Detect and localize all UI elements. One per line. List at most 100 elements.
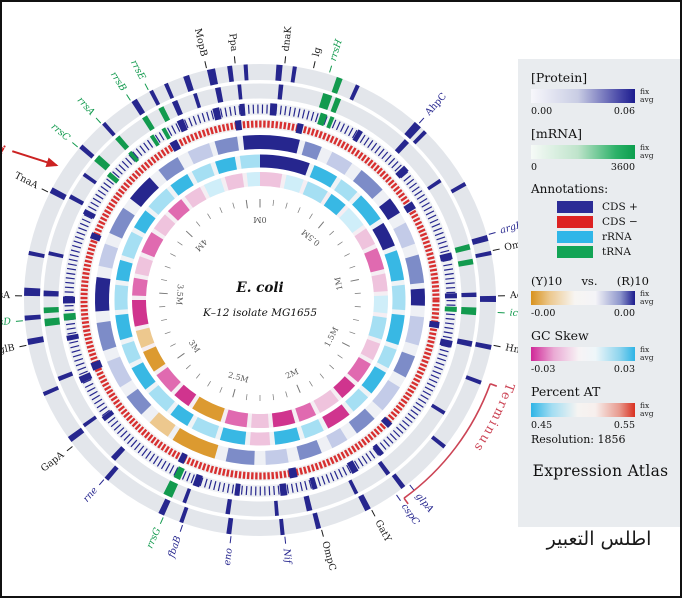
scale-label: 2M (284, 367, 300, 381)
protein-max: 0.06 (613, 106, 635, 117)
avg-label: avg (640, 297, 654, 306)
trna-label: tRNA (602, 246, 631, 258)
organism-name: E. coli (235, 280, 283, 296)
plot-center-titles: E. coli K–12 isolate MG1655 (202, 280, 317, 319)
legend-item-rrna: rRNA (557, 231, 670, 243)
gene-label-rrsA: rrsA (75, 95, 97, 118)
y10-r10-fix-avg: fix avg (640, 290, 654, 306)
gc-skew-fix-avg: fix avg (640, 346, 654, 362)
legend-item-cds-minus: CDS − (557, 216, 670, 228)
fix-label: fix (640, 289, 650, 298)
percent-at-fix-avg: fix avg (640, 402, 654, 418)
fix-label: fix (640, 345, 650, 354)
mrna-scale-values: 0 3600 (531, 162, 635, 173)
mrna-min: 0 (531, 162, 538, 173)
gene-label-Nif: Nif (281, 547, 294, 565)
rrna-swatch (557, 231, 593, 243)
ring-percent-at (132, 172, 388, 428)
gene-label-cspC: cspC (399, 502, 422, 528)
avg-label: avg (640, 353, 654, 362)
ring-gc-skew (114, 154, 406, 446)
gene-label-fbaB: fbaB (166, 535, 184, 561)
terminus-label: Terminus (470, 381, 518, 456)
genome-atlas-plot: 0M 0.5M 1M 1.5M 2M 2.5M 3M 3.5M 4M dnaK lg rrsH AhpC… (2, 25, 522, 572)
scale-label: 1M (333, 276, 345, 291)
scale-label: 4M (193, 237, 209, 253)
protein-scale-values: 0.00 0.06 (531, 106, 635, 117)
y10-vs-r10-header: (Y)10 vs. (R)10 (531, 274, 649, 288)
percent-at-min: 0.45 (531, 420, 553, 431)
gene-label-rrsD: rrsD (2, 316, 12, 329)
figure-title-arabic: اطلس التعبير (546, 528, 652, 550)
scale-label: 3.5M (174, 284, 184, 305)
scale-label: 0M (253, 215, 266, 224)
avg-label: avg (640, 409, 654, 418)
gene-label-MopB: MopB (192, 27, 209, 57)
gene-label-rrsH: rrsH (328, 37, 345, 62)
gc-skew-min: -0.03 (531, 364, 556, 375)
mrna-legend-label: [mRNA] (531, 126, 582, 141)
protein-gradient-bar (531, 89, 635, 103)
gene-label-OmpA: OmpA (503, 236, 522, 253)
gene-label-FusA: FusA (2, 290, 10, 301)
cds-plus-swatch (557, 201, 593, 213)
trna-swatch (557, 246, 593, 258)
scale-ring: 0M 0.5M 1M 1.5M 2M 2.5M 3M 3.5M 4M (159, 199, 361, 401)
gene-label-dnaK: dnaK (281, 25, 295, 52)
gene-label-eno: eno (222, 547, 235, 566)
percent-at-legend-label: Percent AT (531, 384, 601, 399)
y10-r10-min: -0.00 (531, 308, 556, 319)
avg-label: avg (640, 95, 654, 104)
gc-skew-gradient-bar (531, 347, 635, 361)
gc-skew-max: 0.03 (613, 364, 635, 375)
cds-plus-label: CDS + (602, 201, 638, 213)
y10-r10-scale-values: -0.00 0.00 (531, 308, 635, 319)
r10-label: (R)10 (616, 274, 649, 288)
mrna-gradient-bar (531, 145, 635, 159)
ring-mrna (43, 83, 477, 517)
gene-label-TnaA: TnaA (12, 170, 39, 191)
gene-label-GatY: GatY (373, 518, 394, 544)
y10-r10-gradient-bar (531, 291, 635, 305)
vs-label: vs. (581, 274, 598, 288)
avg-label: avg (640, 151, 654, 160)
scale-label: 2.5M (227, 370, 250, 384)
scale-label: 0.5M (300, 227, 322, 247)
cds-minus-swatch (557, 216, 593, 228)
ori-marker: Ori (2, 134, 59, 168)
ring-protein (24, 64, 496, 536)
legend-item-trna: tRNA (557, 246, 670, 258)
gene-label-GapA: GapA (39, 450, 67, 475)
gene-label-AcpP: AcpP (509, 290, 522, 301)
gene-label-AhpC: AhpC (423, 91, 449, 119)
fix-label: fix (640, 143, 650, 152)
protein-fix-avg: fix avg (640, 88, 654, 104)
gene-label-rrsC: rrsC (49, 121, 73, 144)
gene-label-lg: lg (311, 46, 324, 57)
percent-at-scale-values: 0.45 0.55 (531, 420, 635, 431)
resolution-text: Resolution: 1856 (531, 433, 626, 446)
protein-legend-label: [Protein] (531, 70, 588, 85)
protein-min: 0.00 (531, 106, 553, 117)
legend-panel: [Protein] fix avg 0.00 0.06 [mRNA] fix a… (518, 59, 680, 527)
ori-label: Ori (2, 134, 9, 157)
percent-at-gradient-bar (531, 403, 635, 417)
gene-label-rrsB: rrsB (108, 70, 129, 94)
ring-cds-plus (63, 103, 457, 497)
gene-label-Ppa: Ppa (227, 33, 240, 53)
rrna-label: rRNA (602, 231, 632, 243)
cds-minus-label: CDS − (602, 216, 638, 228)
gene-label-MglB: MglB (2, 342, 16, 358)
annotations-header: Annotations: (531, 182, 609, 196)
gene-label-rne: rne (81, 485, 100, 505)
scale-label: 3M (187, 338, 202, 354)
mrna-fix-avg: fix avg (640, 144, 654, 160)
figure-title: Expression Atlas (532, 462, 669, 480)
gene-label-argE: argE (499, 219, 522, 236)
fix-label: fix (640, 401, 650, 410)
percent-at-max: 0.55 (613, 420, 635, 431)
y10-r10-max: 0.00 (613, 308, 635, 319)
fix-label: fix (640, 87, 650, 96)
gene-label-rrsG: rrsG (145, 526, 164, 551)
